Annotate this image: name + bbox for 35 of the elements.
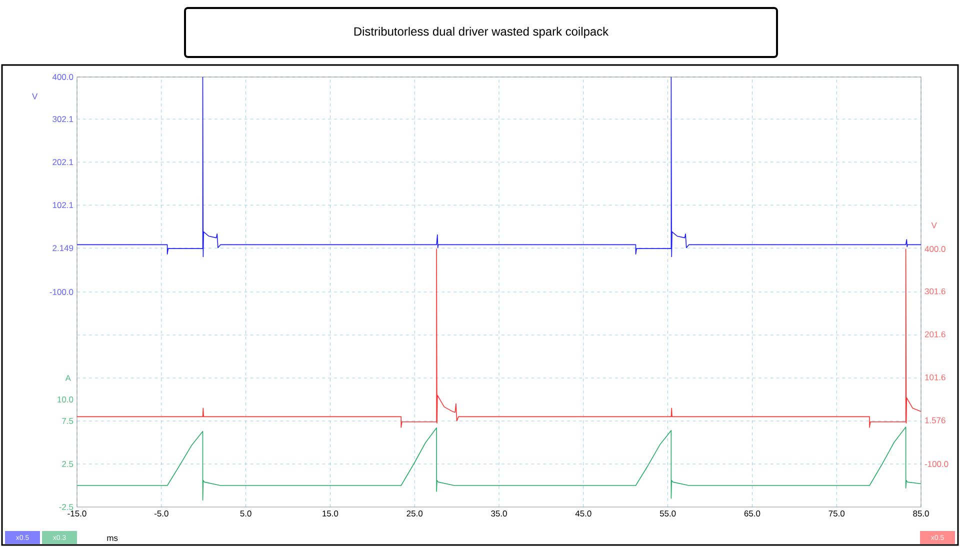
x-tick-label: 75.0 [828, 510, 845, 517]
x-tick-label: -15.0 [68, 510, 86, 517]
y3-tick-label: 7.5 [62, 418, 74, 424]
line-series [77, 76, 922, 258]
x-tick-label: -5.0 [154, 510, 168, 517]
y-axis-title: V [32, 93, 38, 100]
y3-tick-label: -2.5 [59, 504, 74, 510]
line-series [77, 426, 922, 501]
x-tick-label: 5.0 [240, 510, 252, 517]
y3-tick-label: 2.5 [62, 461, 74, 467]
y2-tick-label: 400.0 [924, 246, 946, 252]
chart-title: Distributorless dual driver wasted spark coilpack [354, 26, 609, 38]
y-tick-label: 202.1 [52, 159, 74, 166]
y-tick-label: 102.1 [52, 202, 74, 208]
x-tick-label: 65.0 [744, 510, 760, 517]
y-tick-label: 302.1 [52, 116, 74, 122]
y3-axis-title: A [65, 375, 71, 381]
y2-tick-label: 301.6 [924, 288, 946, 294]
x-tick-label: 35.0 [491, 510, 507, 517]
y2-tick-label: 1.576 [925, 417, 946, 424]
x-tick-label: 15.0 [322, 510, 338, 517]
x-tick-label: 85.0 [913, 510, 929, 517]
x-tick-label: 25.0 [406, 510, 423, 517]
y2-tick-label: -100.0 [924, 461, 948, 467]
x-tick-label: 45.0 [575, 510, 592, 517]
y-tick-label: 2.149 [52, 245, 74, 252]
y-tick-label: 400.0 [52, 74, 74, 80]
y-tick-label: -100.0 [50, 289, 74, 295]
y2-tick-label: 201.6 [924, 331, 946, 338]
y3-tick-label: 10.0 [58, 396, 74, 402]
y2-axis-title: V [931, 222, 937, 228]
line-series [77, 248, 922, 428]
x-axis-title: ms [107, 536, 118, 541]
x-tick-label: 55.0 [660, 510, 676, 517]
y2-tick-label: 101.6 [925, 374, 946, 380]
